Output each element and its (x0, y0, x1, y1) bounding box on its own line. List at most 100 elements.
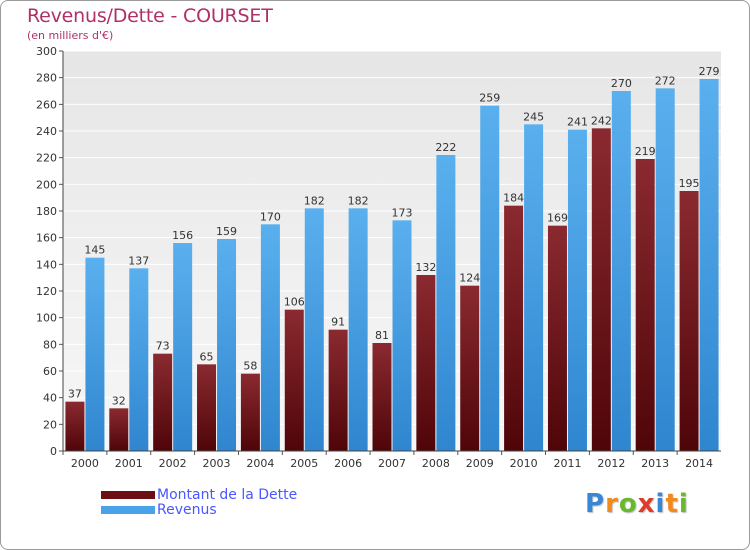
y-tick-label: 280 (36, 72, 57, 85)
logo-letter: t (665, 489, 679, 519)
bar-revenus (699, 79, 719, 451)
y-tick-label: 160 (36, 232, 57, 245)
bar-revenus (129, 268, 149, 451)
bar-revenus (173, 243, 193, 451)
data-label-revenus: 245 (523, 110, 544, 123)
bar-revenus (217, 239, 237, 451)
data-label-revenus: 272 (655, 74, 676, 87)
data-label-revenus: 182 (304, 194, 325, 207)
bar-dette (240, 373, 260, 451)
logo-letter: r (605, 489, 619, 519)
legend-swatch-revenus (101, 506, 155, 514)
bar-revenus (524, 124, 544, 451)
bar-dette (328, 329, 348, 451)
y-tick-label: 40 (43, 392, 57, 405)
data-label-dette: 219 (635, 145, 656, 158)
data-label-revenus: 159 (216, 225, 237, 238)
data-label-dette: 65 (200, 350, 214, 363)
y-tick-label: 80 (43, 338, 57, 351)
bar-revenus (304, 208, 324, 451)
data-label-dette: 81 (375, 329, 389, 342)
x-tick-label: 2000 (71, 457, 99, 470)
bar-revenus (260, 224, 280, 451)
x-tick-label: 2006 (334, 457, 362, 470)
data-label-revenus: 241 (567, 116, 588, 129)
logo-letter: x (637, 489, 656, 519)
data-label-revenus: 222 (435, 141, 456, 154)
bar-dette (65, 401, 85, 451)
x-tick-label: 2014 (685, 457, 713, 470)
y-tick-label: 140 (36, 258, 57, 271)
y-tick-label: 0 (50, 445, 57, 458)
logo-letter: i (655, 489, 666, 519)
data-label-revenus: 145 (84, 244, 105, 257)
y-axis-ticks: 0 20 40 60 80 100 120 140 160 180 200 220 240 260 280 3… (36, 45, 63, 458)
data-label-revenus: 173 (392, 206, 413, 219)
y-tick-label: 120 (36, 285, 57, 298)
y-tick-label: 180 (36, 205, 57, 218)
y-tick-label: 260 (36, 98, 57, 111)
data-label-dette: 124 (459, 272, 480, 285)
legend-label-dette: Montant de la Dette (157, 487, 298, 503)
data-label-revenus: 156 (172, 229, 193, 242)
bar-dette (372, 343, 392, 451)
data-label-revenus: 182 (348, 194, 369, 207)
y-tick-label: 200 (36, 178, 57, 191)
x-axis-ticks: 2000 2001 2002 2003 2004 2005 2006 2007 2008 2009… (62, 451, 713, 470)
logo-letter: P (585, 489, 606, 519)
data-label-dette: 242 (591, 114, 612, 127)
bar-dette (635, 159, 655, 451)
plot-area (63, 51, 721, 451)
bar-revenus (611, 91, 631, 451)
bar-dette (284, 309, 304, 451)
x-tick-label: 2013 (641, 457, 669, 470)
data-label-dette: 169 (547, 212, 568, 225)
chart-subtitle: (en milliers d'€) (27, 29, 114, 42)
bar-dette (591, 128, 611, 451)
bar-revenus (392, 220, 412, 451)
axes (62, 51, 721, 452)
bar-dette (153, 353, 173, 451)
x-tick-label: 2008 (422, 457, 450, 470)
legend-label-revenus: Revenus (157, 502, 217, 518)
x-tick-label: 2007 (378, 457, 406, 470)
x-tick-label: 2002 (159, 457, 187, 470)
bar-dette (416, 275, 436, 451)
data-label-dette: 58 (243, 360, 257, 373)
y-tick-label: 220 (36, 152, 57, 165)
data-label-revenus: 259 (479, 92, 500, 105)
data-label-revenus: 279 (699, 65, 720, 78)
bar-revenus (567, 129, 587, 451)
bar-dette (460, 285, 480, 451)
bar-revenus (348, 208, 368, 451)
proxiti-logo: Proxiti (585, 489, 689, 519)
data-label-dette: 132 (415, 261, 436, 274)
logo-letter: o (618, 489, 638, 519)
data-label-dette: 37 (68, 388, 82, 401)
bar-dette (109, 408, 129, 451)
bar-dette (504, 205, 524, 451)
data-label-dette: 106 (284, 296, 305, 309)
data-label-dette: 195 (679, 177, 700, 190)
legend-swatch-dette (101, 491, 155, 499)
bar-revenus (655, 88, 675, 451)
data-label-dette: 32 (112, 394, 126, 407)
data-labels: 37 145 32 137 73 156 65 159 58 170 106 182 91 182 81 17… (68, 65, 720, 407)
bar-dette (547, 225, 567, 451)
data-label-revenus: 170 (260, 210, 281, 223)
y-tick-label: 100 (36, 312, 57, 325)
data-label-revenus: 270 (611, 77, 632, 90)
data-label-revenus: 137 (128, 254, 149, 267)
y-tick-label: 240 (36, 125, 57, 138)
x-tick-label: 2004 (246, 457, 274, 470)
bar-revenus (436, 155, 456, 451)
logo-letter: i (678, 489, 689, 519)
x-tick-label: 2012 (597, 457, 625, 470)
y-tick-label: 300 (36, 45, 57, 58)
bar-dette (679, 191, 699, 451)
data-label-dette: 73 (156, 340, 170, 353)
bar-revenus (85, 257, 105, 451)
data-label-dette: 91 (331, 316, 345, 329)
bars (65, 79, 719, 452)
